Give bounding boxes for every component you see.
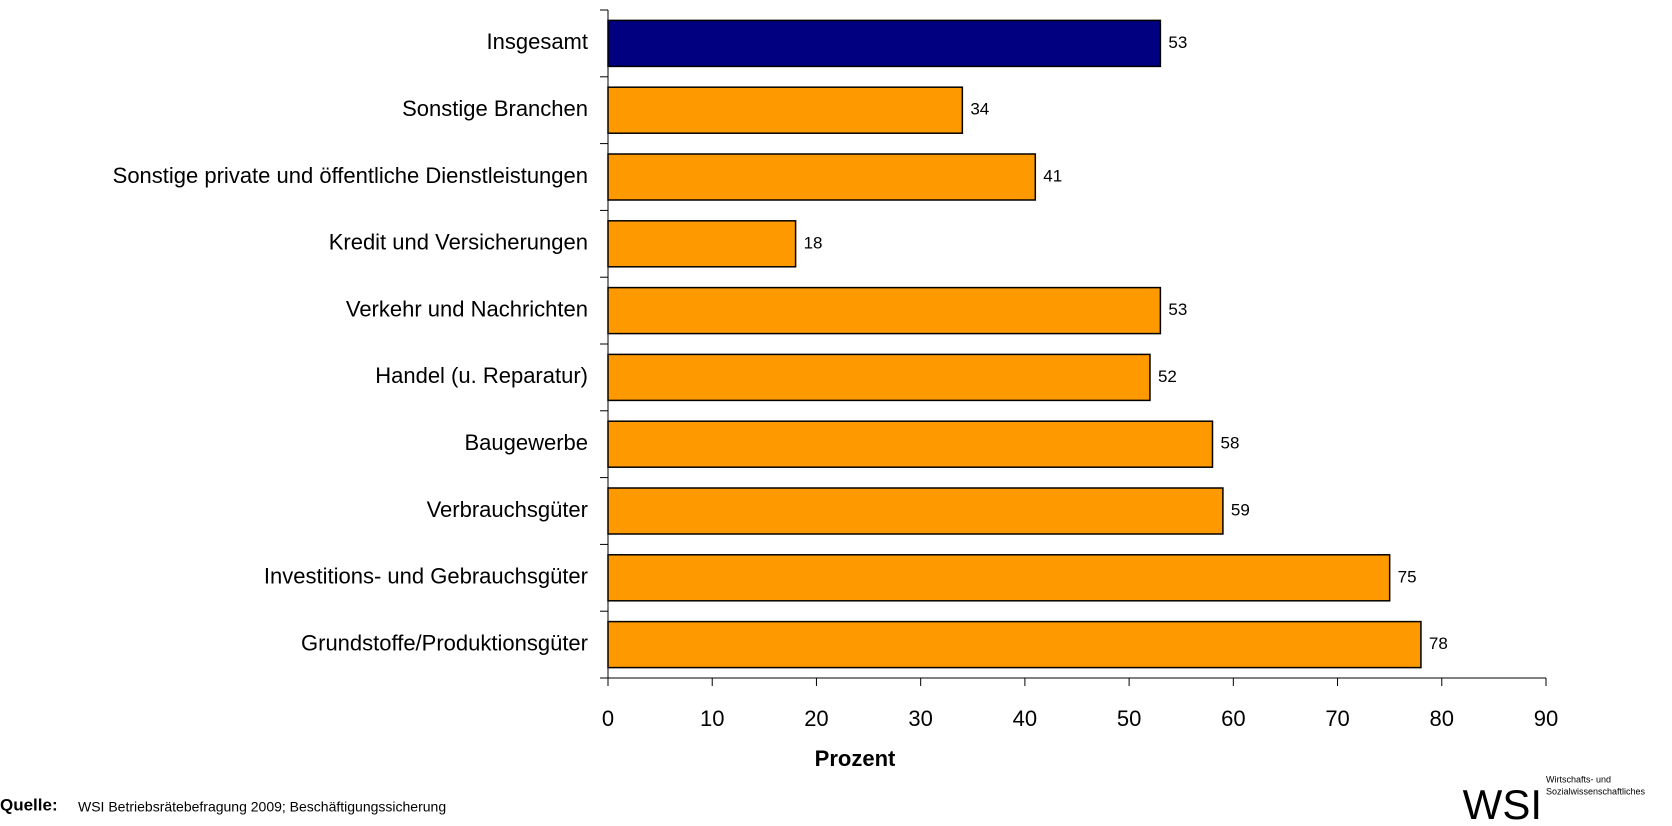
data-label: 34: [970, 100, 989, 119]
data-label: 58: [1220, 434, 1239, 453]
bar: [607, 86, 964, 134]
data-label: 53: [1168, 300, 1187, 319]
data-label: 53: [1168, 33, 1187, 52]
x-tick-label: 10: [700, 706, 724, 731]
bar: [607, 19, 1162, 68]
y-tick-label: Investitions- und Gebrauchsgüter: [264, 564, 588, 589]
bar: [607, 153, 1037, 201]
y-tick-label: Verkehr und Nachrichten: [346, 296, 588, 321]
y-tick-label: Sonstige Branchen: [402, 96, 588, 121]
logo-line: Sozialwissenschaftliches: [1546, 786, 1646, 796]
data-label: 41: [1043, 166, 1062, 185]
x-tick-label: 20: [804, 706, 828, 731]
x-axis-label: Prozent: [815, 746, 896, 771]
y-tick-label: Handel (u. Reparatur): [375, 363, 588, 388]
x-tick-label: 30: [908, 706, 932, 731]
y-tick-label: Sonstige private und öffentliche Dienstl…: [113, 163, 588, 188]
y-tick-label: Kredit und Versicherungen: [329, 230, 588, 255]
source-label: Quelle:: [0, 795, 58, 814]
source: WSI Betriebsrätebefragung 2009; Beschäft…: [78, 799, 446, 815]
y-tick-label: Insgesamt: [487, 29, 589, 54]
data-label: 75: [1398, 567, 1417, 586]
x-tick-label: 0: [602, 706, 614, 731]
bar: [607, 554, 1391, 602]
data-label: 52: [1158, 367, 1177, 386]
data-label: 59: [1231, 500, 1250, 519]
logo-line: Wirtschafts- und: [1546, 774, 1611, 784]
x-tick-label: 80: [1430, 706, 1454, 731]
x-tick-label: 70: [1325, 706, 1349, 731]
y-tick-label: Grundstoffe/Produktionsgüter: [301, 630, 588, 655]
logo-text: WSI: [1463, 781, 1542, 826]
x-tick-label: 40: [1013, 706, 1037, 731]
x-tick-label: 50: [1117, 706, 1141, 731]
x-tick-label: 60: [1221, 706, 1245, 731]
bar: [607, 420, 1214, 468]
y-tick-label: Baugewerbe: [464, 430, 588, 455]
data-label: 18: [804, 233, 823, 252]
bar: [607, 353, 1151, 402]
bar: [607, 220, 797, 268]
x-tick-label: 90: [1534, 706, 1558, 731]
bar: [607, 286, 1162, 335]
bar: [607, 487, 1224, 535]
y-tick-label: Verbrauchsgüter: [427, 497, 588, 522]
data-label: 78: [1429, 634, 1448, 653]
bar: [607, 620, 1422, 669]
